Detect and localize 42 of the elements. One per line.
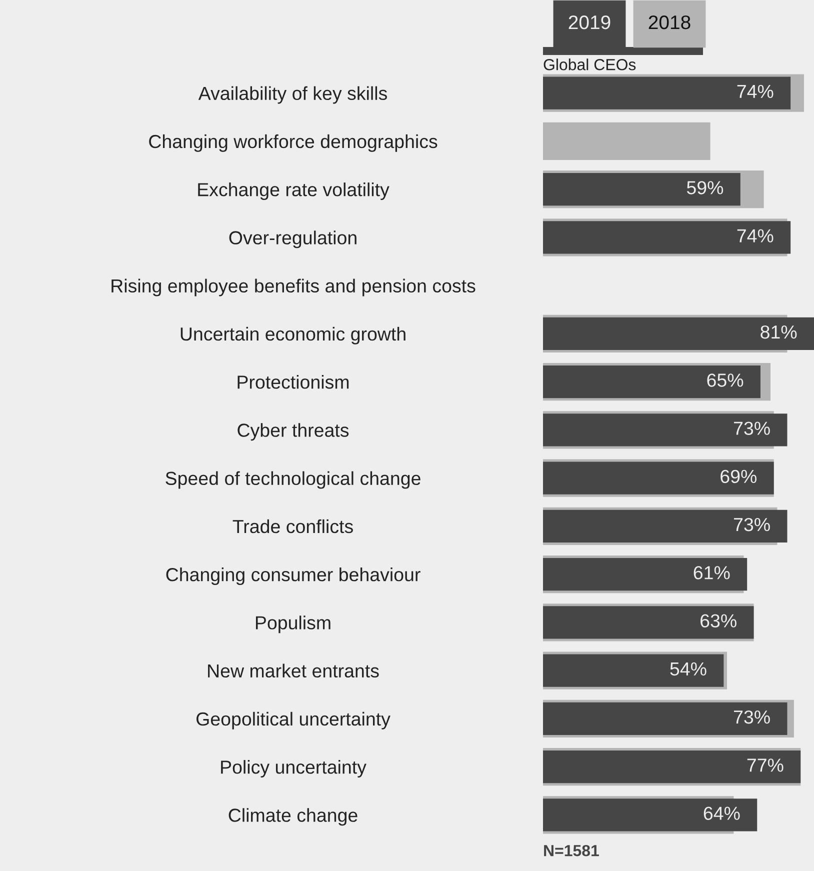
y-tick-label: Changing workforce demographics [149,134,438,152]
data-label: 73% [734,710,770,724]
data-label: 61% [694,566,730,580]
data-label: 74% [737,229,774,242]
data-label: 73% [734,422,770,435]
bar [543,172,740,206]
bar [543,414,788,446]
data-label: 63% [700,614,736,628]
bar [543,76,791,110]
text: 2018 [648,15,690,30]
data-label: 74% [737,84,774,98]
y-tick-label: Populism [256,616,330,634]
bar [543,122,710,160]
y-tick-label: Climate change [228,808,358,826]
text: 2019 [568,15,610,30]
y-tick-label: Protectionism [238,375,349,389]
y-tick-label: Availability of key skills [198,86,387,104]
data-label: 64% [704,806,740,820]
y-tick-label: Uncertain economic growth [180,326,406,344]
data-label: 69% [720,470,757,484]
y-tick-label: Trade conflicts [232,519,353,534]
y-tick-label: Geopolitical uncertainty [196,712,390,730]
data-label: 54% [670,662,706,676]
data-label: 59% [686,181,724,194]
data-label: 73% [734,518,770,532]
bar [543,798,758,832]
bar [543,365,760,398]
bar [543,317,814,350]
y-tick-label: Changing consumer behaviour [166,568,420,585]
y-tick-label: New market entrants [208,664,379,678]
data-label: 77% [747,758,784,772]
y-tick-label: Cyber threats [238,423,349,441]
y-tick-label: Speed of technological change [166,471,420,489]
data-label: 65% [707,374,744,387]
data-label: 81% [760,325,797,339]
y-tick-label: Rising employee benefits and pension costs [112,278,476,296]
y-tick-label: Policy uncertainty [221,760,366,778]
bar [543,510,788,543]
text: N=1581 [544,844,599,856]
y-tick-label: Exchange rate volatility [198,182,390,200]
y-tick-label: Over-regulation [229,230,356,248]
chart-title: Global CEOs [544,58,636,70]
